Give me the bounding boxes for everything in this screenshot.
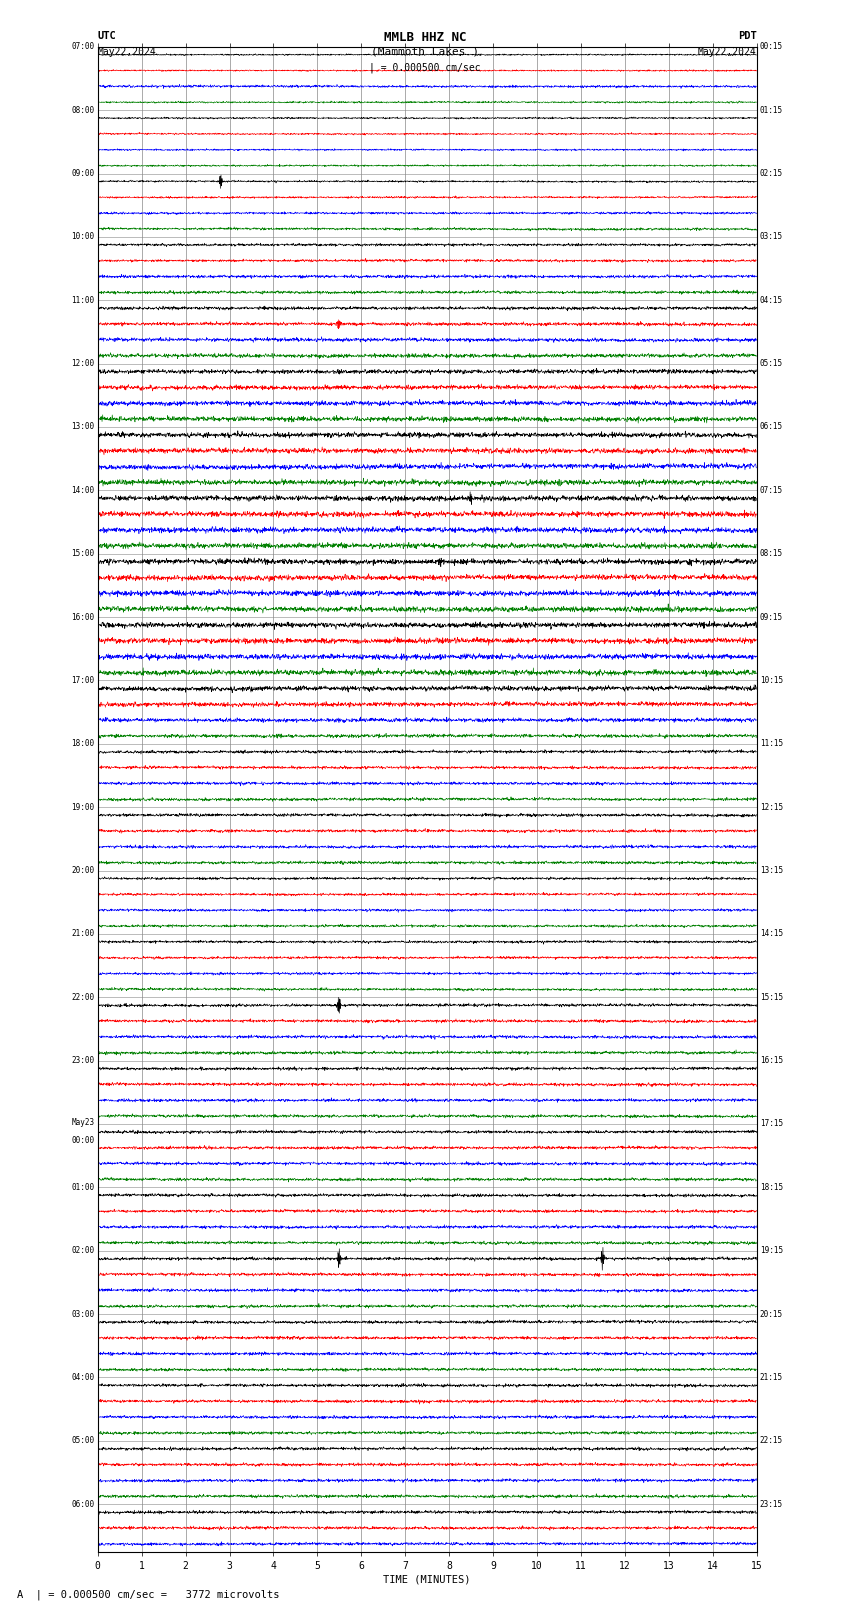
Text: 18:15: 18:15 (760, 1182, 783, 1192)
Text: 23:00: 23:00 (71, 1057, 94, 1065)
X-axis label: TIME (MINUTES): TIME (MINUTES) (383, 1574, 471, 1586)
Text: MMLB HHZ NC: MMLB HHZ NC (383, 31, 467, 44)
Text: 12:15: 12:15 (760, 803, 783, 811)
Text: 11:15: 11:15 (760, 739, 783, 748)
Text: 23:15: 23:15 (760, 1500, 783, 1508)
Text: 16:00: 16:00 (71, 613, 94, 621)
Text: 12:00: 12:00 (71, 360, 94, 368)
Text: 13:15: 13:15 (760, 866, 783, 874)
Text: May22,2024: May22,2024 (98, 47, 156, 56)
Text: 14:00: 14:00 (71, 486, 94, 495)
Text: A  | = 0.000500 cm/sec =   3772 microvolts: A | = 0.000500 cm/sec = 3772 microvolts (17, 1589, 280, 1600)
Text: 00:00: 00:00 (71, 1137, 94, 1145)
Text: 04:00: 04:00 (71, 1373, 94, 1382)
Text: 11:00: 11:00 (71, 295, 94, 305)
Text: 10:15: 10:15 (760, 676, 783, 686)
Text: 14:15: 14:15 (760, 929, 783, 939)
Text: 19:00: 19:00 (71, 803, 94, 811)
Text: 17:00: 17:00 (71, 676, 94, 686)
Text: 10:00: 10:00 (71, 232, 94, 242)
Text: 20:15: 20:15 (760, 1310, 783, 1318)
Text: 13:00: 13:00 (71, 423, 94, 431)
Text: May23: May23 (71, 1118, 94, 1127)
Text: (Mammoth Lakes ): (Mammoth Lakes ) (371, 47, 479, 56)
Text: 07:00: 07:00 (71, 42, 94, 52)
Text: 09:15: 09:15 (760, 613, 783, 621)
Text: PDT: PDT (738, 31, 756, 40)
Text: 22:15: 22:15 (760, 1436, 783, 1445)
Text: 22:00: 22:00 (71, 992, 94, 1002)
Text: 07:15: 07:15 (760, 486, 783, 495)
Text: 00:15: 00:15 (760, 42, 783, 52)
Text: 06:00: 06:00 (71, 1500, 94, 1508)
Text: 08:15: 08:15 (760, 548, 783, 558)
Text: 02:00: 02:00 (71, 1247, 94, 1255)
Text: 16:15: 16:15 (760, 1057, 783, 1065)
Text: | = 0.000500 cm/sec: | = 0.000500 cm/sec (369, 63, 481, 74)
Text: 21:15: 21:15 (760, 1373, 783, 1382)
Text: 02:15: 02:15 (760, 169, 783, 177)
Text: 17:15: 17:15 (760, 1119, 783, 1129)
Text: May22,2024: May22,2024 (698, 47, 756, 56)
Text: 03:00: 03:00 (71, 1310, 94, 1318)
Text: 04:15: 04:15 (760, 295, 783, 305)
Text: 15:00: 15:00 (71, 548, 94, 558)
Text: 09:00: 09:00 (71, 169, 94, 177)
Text: 05:00: 05:00 (71, 1436, 94, 1445)
Text: 01:15: 01:15 (760, 105, 783, 115)
Text: 18:00: 18:00 (71, 739, 94, 748)
Text: 20:00: 20:00 (71, 866, 94, 874)
Text: 08:00: 08:00 (71, 105, 94, 115)
Text: 21:00: 21:00 (71, 929, 94, 939)
Text: 03:15: 03:15 (760, 232, 783, 242)
Text: 06:15: 06:15 (760, 423, 783, 431)
Text: 01:00: 01:00 (71, 1182, 94, 1192)
Text: 15:15: 15:15 (760, 992, 783, 1002)
Text: UTC: UTC (98, 31, 116, 40)
Text: 19:15: 19:15 (760, 1247, 783, 1255)
Text: 05:15: 05:15 (760, 360, 783, 368)
